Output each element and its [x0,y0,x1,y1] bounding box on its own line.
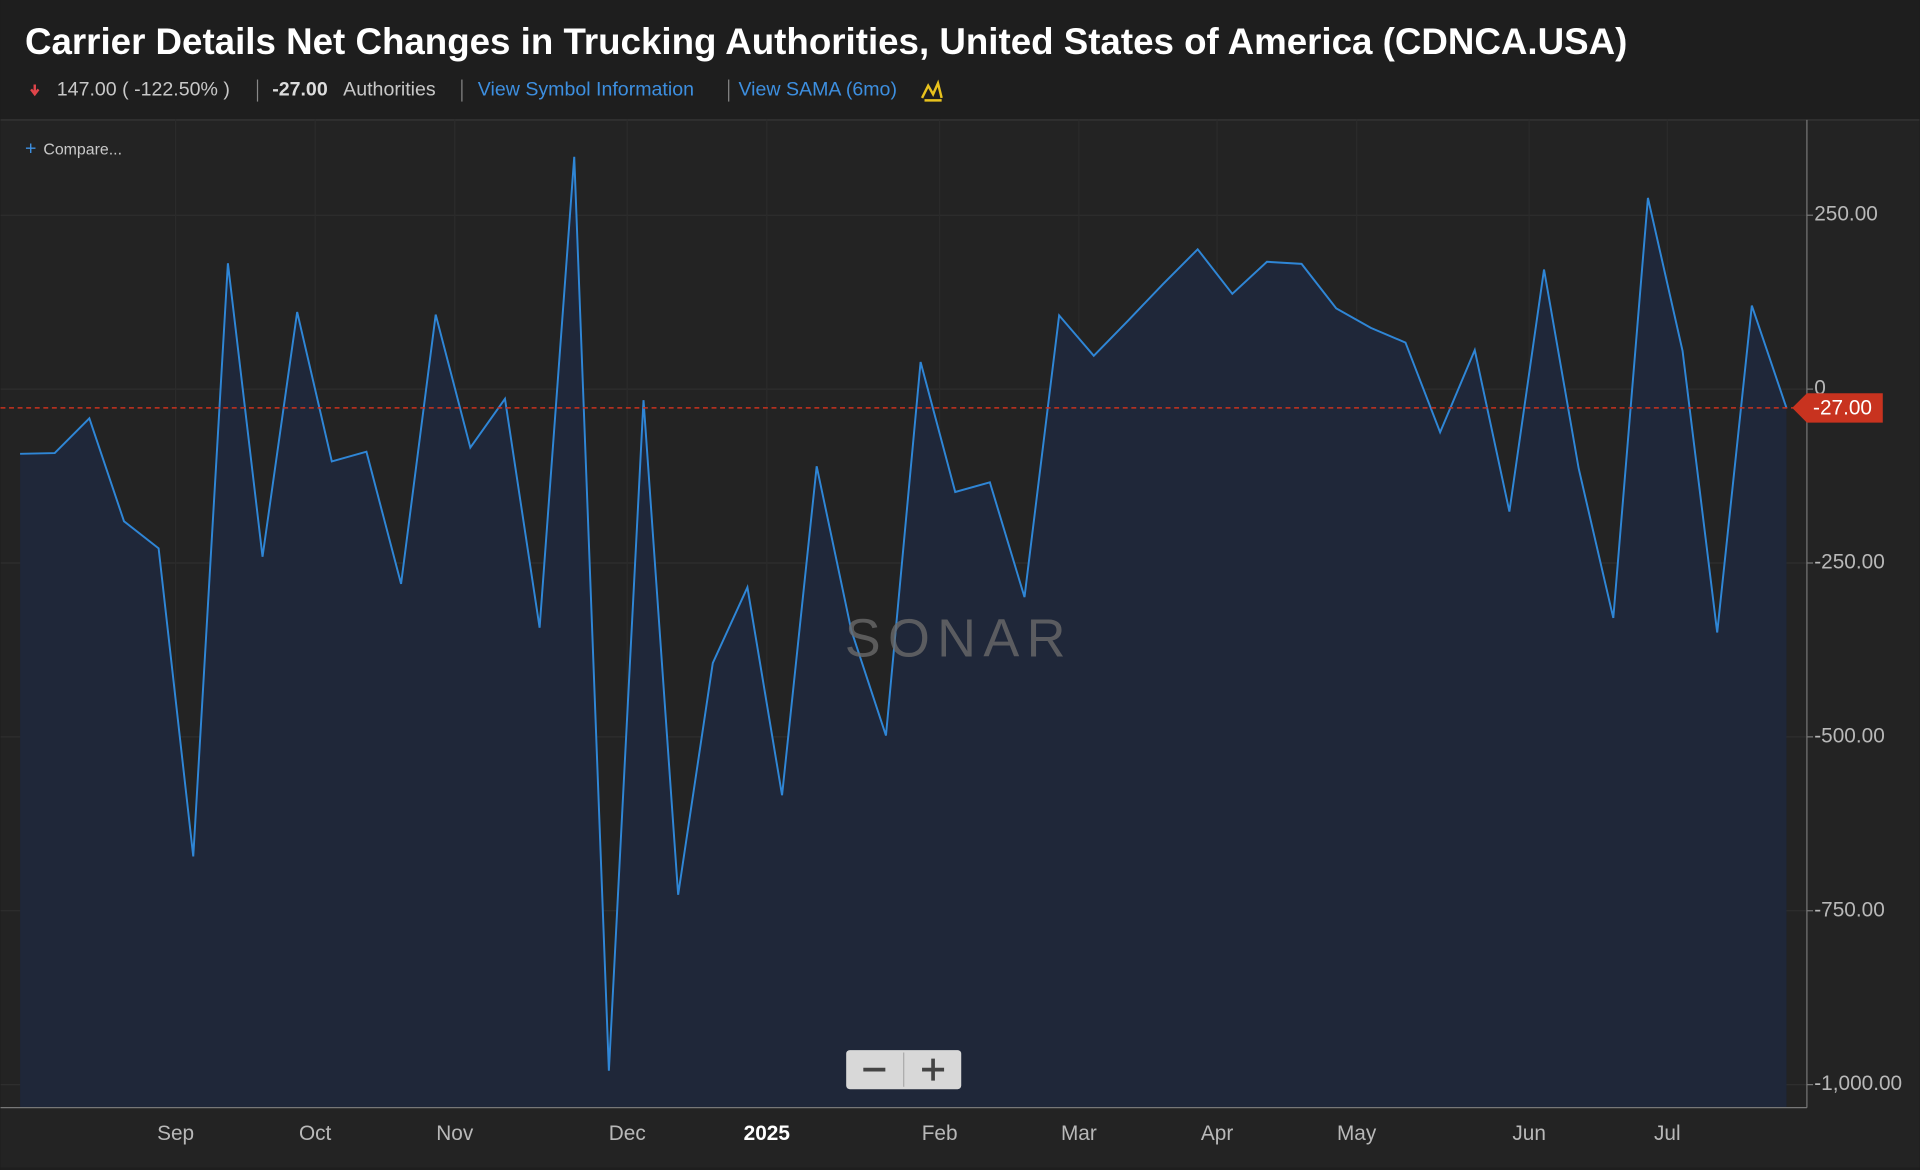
y-tick-label: 250.00 [1814,203,1878,226]
title: Carrier Details Net Changes in Trucking … [25,21,1627,62]
plot: 250.00 0 -250.00 -500.00 -750.00 -1,000.00 Sep… [0,119,1902,1145]
down-arrow [30,84,40,97]
x-tick-label: Feb [922,1122,958,1145]
y-tick-label: -500.00 [1814,724,1885,747]
x-tick-label: Dec [609,1122,646,1145]
current-value: -27.00 [272,79,328,101]
sama-icon [920,79,943,102]
compare[interactable]: Compare... [43,142,122,159]
x-tick-label: 2025 [744,1122,790,1145]
x-tick-label: May [1337,1122,1377,1145]
line [20,156,1788,1071]
symbol-link[interactable]: View Symbol Information [478,79,694,101]
last-value-label: -27.00 [1813,397,1872,420]
compare-plus[interactable]: + [25,137,36,159]
x-tick-label: Jul [1654,1122,1681,1145]
y-tick-label: -1,000.00 [1814,1072,1902,1095]
x-tick-label: Apr [1201,1122,1233,1145]
x-tick-label: Mar [1061,1122,1097,1145]
sama-link[interactable]: View SAMA (6mo) [738,79,897,101]
last-value-tag [1792,393,1883,423]
change: 147.00 ( -122.50% ) [57,79,230,101]
y-tick-label: -750.00 [1814,898,1885,921]
watermark: SONAR [845,609,1073,669]
x-tick-label: Sep [157,1122,194,1145]
x-tick-label: Nov [436,1122,474,1145]
y-tick-label: 0 [1814,377,1826,400]
unit: Authorities [343,79,436,101]
zoom-in[interactable] [922,1058,945,1081]
x-tick-label: Oct [299,1122,332,1145]
x-tick-label: Jun [1512,1122,1546,1145]
y-tick-label: -250.00 [1814,550,1885,573]
area [20,156,1787,1108]
